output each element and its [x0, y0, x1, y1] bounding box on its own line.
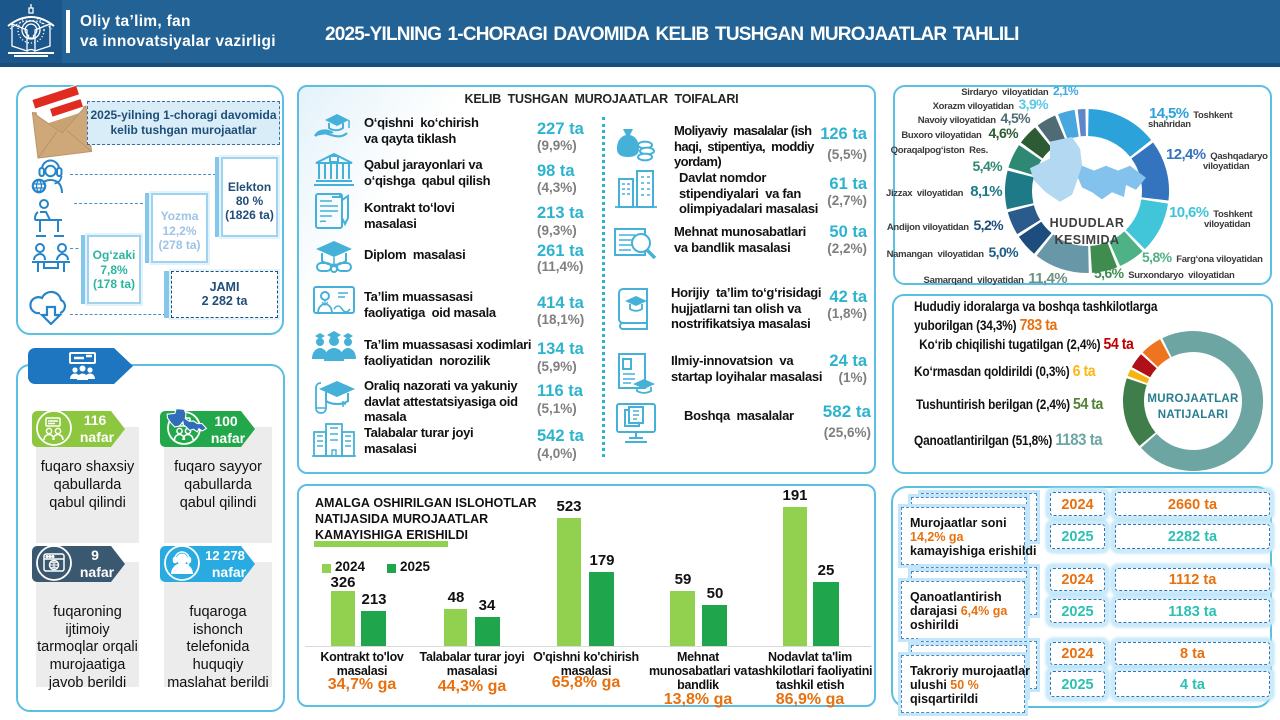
svg-text:nafar: nafar: [80, 564, 115, 580]
svg-text:HUDUDLAR: HUDUDLAR: [1050, 216, 1125, 230]
svg-text:nafar: nafar: [211, 430, 246, 446]
svg-text:nafar: nafar: [212, 564, 247, 580]
svg-text:nafar: nafar: [80, 429, 115, 445]
svg-text:116: 116: [84, 412, 107, 428]
svg-text:12 278: 12 278: [205, 548, 245, 563]
svg-text:100: 100: [214, 413, 238, 429]
svg-text:9: 9: [91, 547, 99, 563]
svg-text:NATIJALARI: NATIJALARI: [1158, 409, 1229, 421]
svg-text:KESIMIDA: KESIMIDA: [1054, 233, 1119, 247]
svg-text:MUROJAATLAR: MUROJAATLAR: [1147, 393, 1239, 405]
